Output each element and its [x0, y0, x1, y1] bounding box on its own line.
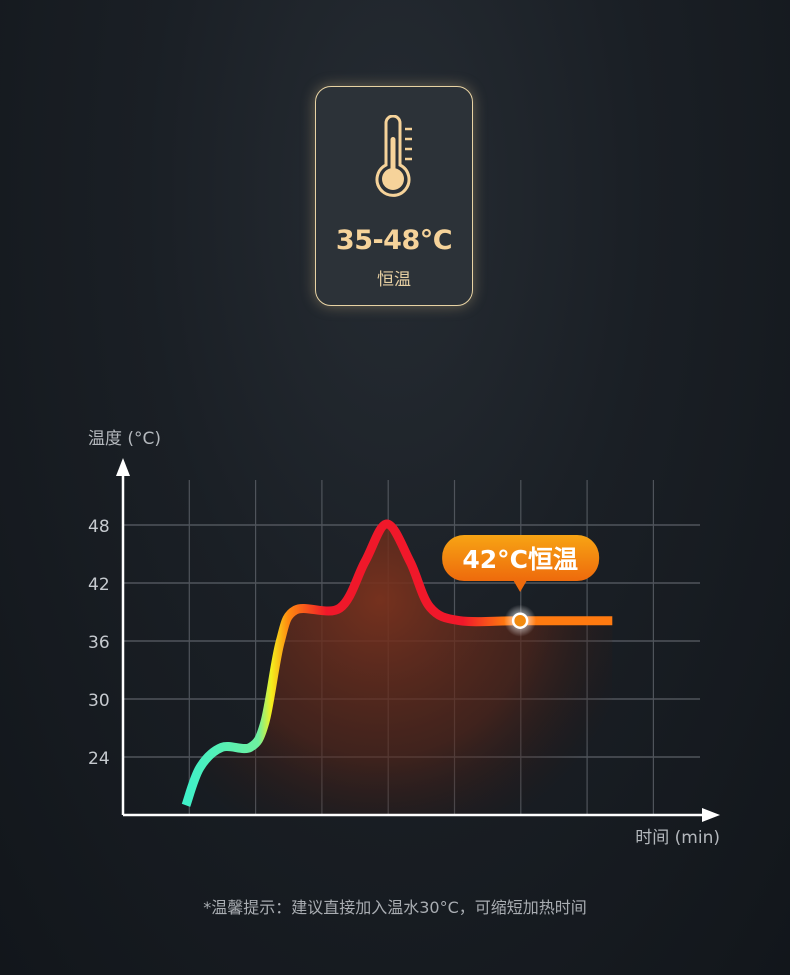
y-axis-label: 温度 (°C) [88, 429, 161, 449]
area-fill [185, 524, 613, 815]
y-tick-label: 36 [88, 633, 110, 653]
annotation-bubble [442, 535, 600, 581]
tip-note: *温馨提示：建议直接加入温水30°C，可缩短加热时间 [203, 898, 587, 917]
y-tick-label: 48 [88, 517, 110, 537]
y-tick-label: 30 [88, 691, 110, 711]
mode-label: 恒温 [377, 270, 411, 290]
y-tick-label: 42 [88, 575, 110, 595]
temperature-curve [181, 519, 613, 807]
temperature-range: 35-48°C [335, 225, 453, 256]
x-axis-label: 时间 (min) [635, 828, 720, 848]
annotation-label: 42°C恒温 [462, 545, 578, 574]
y-axis-arrow-icon [116, 458, 130, 476]
annotation-marker [511, 612, 529, 629]
y-tick-label: 24 [88, 749, 110, 769]
thermometer-icon [375, 115, 412, 197]
x-axis-arrow-icon [702, 808, 720, 822]
bubble-pointer [513, 580, 528, 592]
temperature-range-card: 35-48°C 恒温 [315, 86, 473, 306]
